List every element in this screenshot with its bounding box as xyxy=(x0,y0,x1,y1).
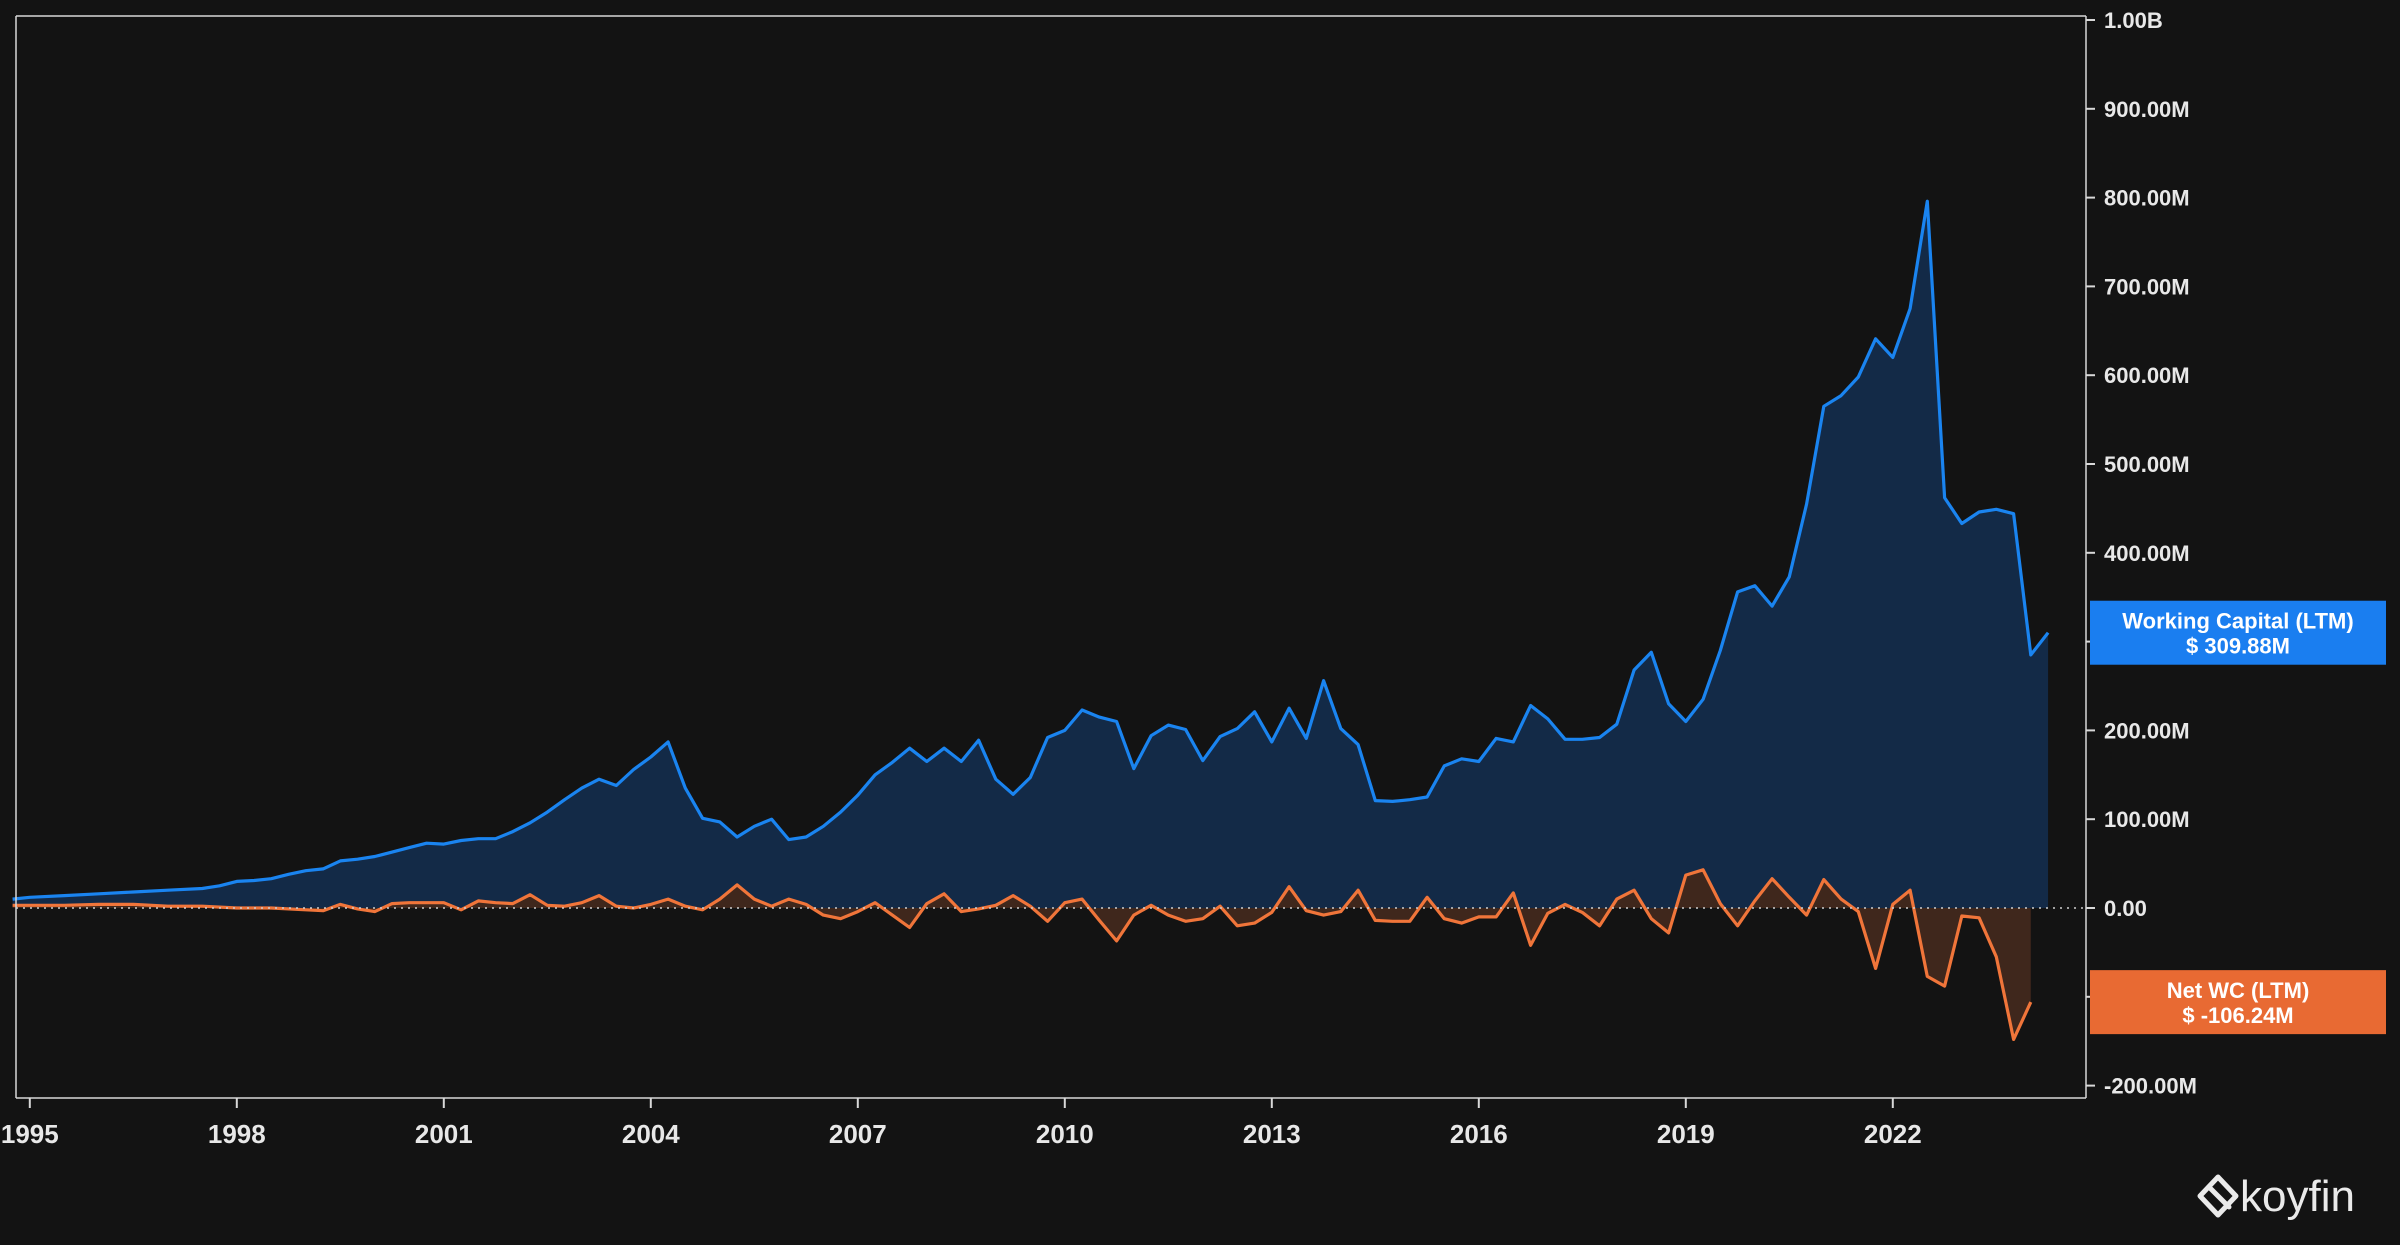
x-tick-label: 2004 xyxy=(622,1119,680,1149)
series-line-0 xyxy=(12,199,2050,901)
series-badge-name-0: Working Capital (LTM) xyxy=(2122,609,2353,634)
series-badge-value-0: $ 309.88M xyxy=(2186,634,2290,659)
x-tick-label: 2016 xyxy=(1450,1119,1508,1149)
y-tick-label: 0.00 xyxy=(2104,896,2147,921)
series-badge-1 xyxy=(2090,970,2386,1035)
x-tick-label: 2010 xyxy=(1036,1119,1094,1149)
y-tick-label: -200.00M xyxy=(2104,1074,2197,1099)
y-tick-label: 600.00M xyxy=(2104,363,2190,388)
plot-area xyxy=(12,199,2086,1041)
series-line-1 xyxy=(12,868,2033,1041)
y-tick-label: 700.00M xyxy=(2104,274,2190,299)
y-tick-label: 100.00M xyxy=(2104,807,2190,832)
series-badge-value-1: $ -106.24M xyxy=(2182,1003,2293,1028)
y-tick-label: 200.00M xyxy=(2104,718,2190,743)
x-tick-label: 2019 xyxy=(1657,1119,1715,1149)
y-tick-label: 400.00M xyxy=(2104,541,2190,566)
y-tick-label: 900.00M xyxy=(2104,97,2190,122)
y-tick-label: 800.00M xyxy=(2104,186,2190,211)
series-badge-0 xyxy=(2090,600,2386,665)
last-value-badges: Working Capital (LTM)$ 309.88M Net WC (LT… xyxy=(2090,600,2386,1035)
y-tick-label: 500.00M xyxy=(2104,452,2190,477)
koyfin-logo-icon xyxy=(2197,1174,2239,1218)
x-tick-label: 1998 xyxy=(208,1119,266,1149)
series-area-0 xyxy=(12,201,2049,908)
x-tick-label: 1995 xyxy=(1,1119,59,1149)
series-badge-name-1: Net WC (LTM) xyxy=(2167,978,2310,1003)
x-tick-label: 2007 xyxy=(829,1119,887,1149)
y-tick-label: 1.00B xyxy=(2104,8,2163,33)
koyfin-logo-text: koyfin xyxy=(2240,1172,2355,1221)
x-tick-label: 2022 xyxy=(1864,1119,1922,1149)
x-tick-label: 2013 xyxy=(1243,1119,1301,1149)
koyfin-logo: koyfin xyxy=(2197,1172,2355,1221)
x-tick-label: 2001 xyxy=(415,1119,473,1149)
series-area-1 xyxy=(12,869,2031,1040)
